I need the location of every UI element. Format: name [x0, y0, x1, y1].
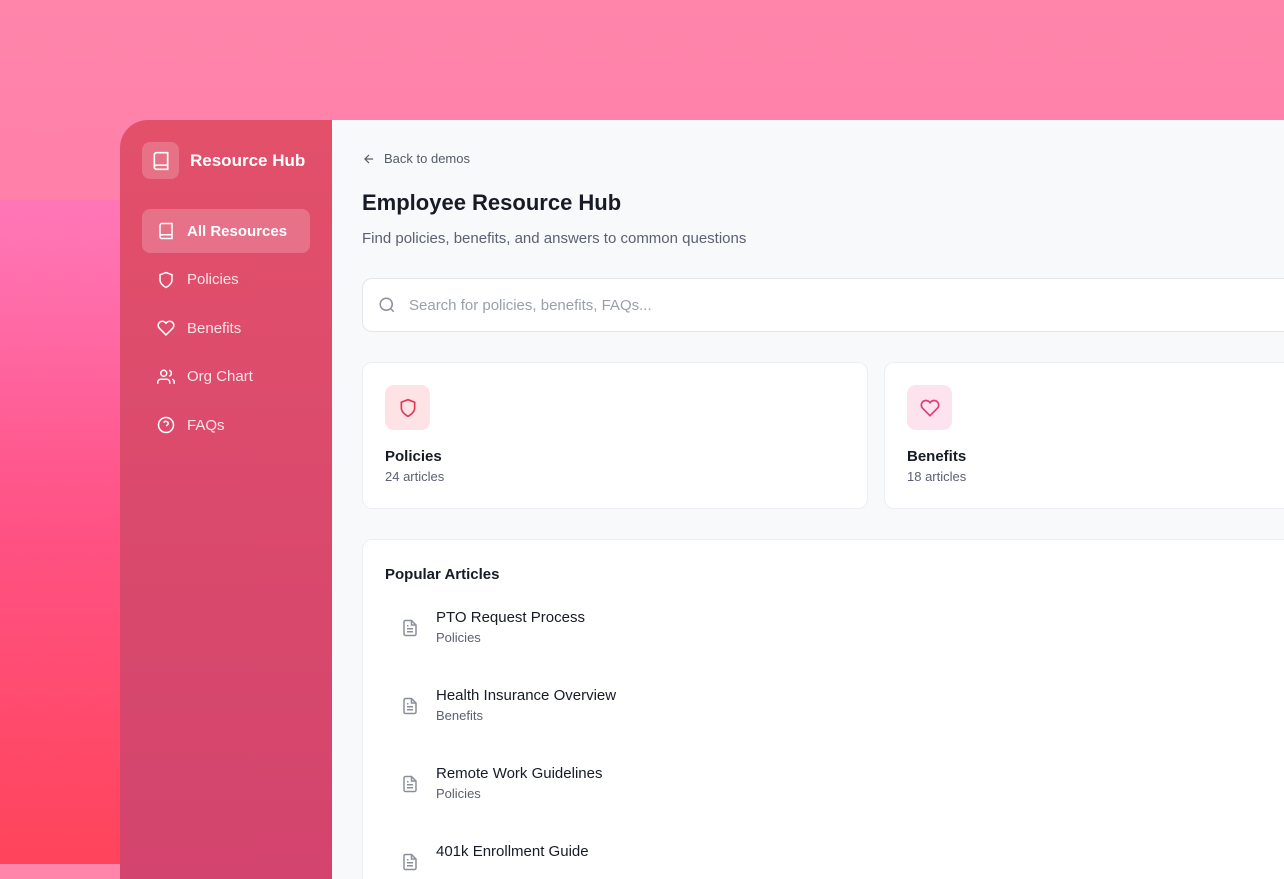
popular-articles: Popular Articles PTO Request Process Poli… [362, 539, 1284, 879]
sidebar-item-label: FAQs [187, 416, 225, 434]
shield-icon [385, 385, 430, 430]
sidebar-item-label: Benefits [187, 319, 242, 337]
app-window: Resource Hub All Resources Policies Bene… [120, 120, 1284, 879]
file-text-icon [401, 765, 419, 817]
article-title: PTO Request Process [436, 609, 585, 626]
sidebar-item-policies[interactable]: Policies [142, 258, 310, 302]
file-text-icon [401, 687, 419, 739]
card-title: Policies [385, 448, 442, 465]
sidebar-item-all-resources[interactable]: All Resources [142, 209, 310, 253]
page-subtitle: Find policies, benefits, and answers to … [362, 230, 747, 247]
sidebar-item-label: All Resources [187, 222, 288, 240]
help-circle-icon [157, 416, 175, 434]
article-title: Remote Work Guidelines [436, 765, 603, 782]
file-text-icon [401, 609, 419, 661]
section-title: Popular Articles [385, 566, 500, 583]
book-icon [159, 222, 173, 240]
sidebar-item-label: Policies [187, 271, 239, 288]
file-text-icon [401, 843, 419, 879]
main-content: Back to demos Employee Resource Hub Find… [332, 120, 1284, 879]
category-card-policies[interactable]: Policies 24 articles [362, 362, 868, 509]
shield-icon [159, 271, 173, 288]
article-item[interactable]: 401k Enrollment Guide [385, 843, 1262, 879]
arrow-left-icon [364, 154, 374, 163]
article-title: 401k Enrollment Guide [436, 843, 589, 860]
back-link[interactable]: Back to demos [362, 151, 1284, 166]
background-glow [0, 200, 140, 864]
brand-name: Resource Hub [190, 150, 306, 170]
search-icon [379, 297, 395, 313]
sidebar: Resource Hub All Resources Policies Bene… [120, 120, 332, 879]
card-count: 18 articles [907, 469, 967, 484]
category-card-benefits[interactable]: Benefits 18 articles [884, 362, 1284, 509]
users-icon [157, 369, 175, 384]
card-title: Benefits [907, 448, 967, 465]
book-icon [142, 142, 179, 179]
search-placeholder: Search for policies, benefits, FAQs... [409, 296, 652, 314]
heart-icon [157, 320, 175, 336]
sidebar-item-faqs[interactable]: FAQs [142, 403, 310, 447]
sidebar-item-org-chart[interactable]: Org Chart [142, 355, 310, 399]
article-category: Benefits [436, 708, 483, 723]
article-item[interactable]: PTO Request Process Policies [385, 609, 1262, 661]
heart-icon [907, 385, 952, 430]
back-link-label: Back to demos [384, 151, 470, 166]
brand: Resource Hub [142, 142, 310, 179]
article-category: Policies [436, 630, 481, 645]
page-title: Employee Resource Hub [362, 190, 622, 215]
search-input[interactable]: Search for policies, benefits, FAQs... [362, 278, 1284, 332]
article-item[interactable]: Health Insurance Overview Benefits [385, 687, 1262, 739]
article-item[interactable]: Remote Work Guidelines Policies [385, 765, 1262, 817]
sidebar-item-benefits[interactable]: Benefits [142, 306, 310, 350]
article-title: Health Insurance Overview [436, 687, 617, 704]
article-category: Policies [436, 786, 481, 801]
card-count: 24 articles [385, 469, 445, 484]
sidebar-item-label: Org Chart [187, 368, 253, 385]
